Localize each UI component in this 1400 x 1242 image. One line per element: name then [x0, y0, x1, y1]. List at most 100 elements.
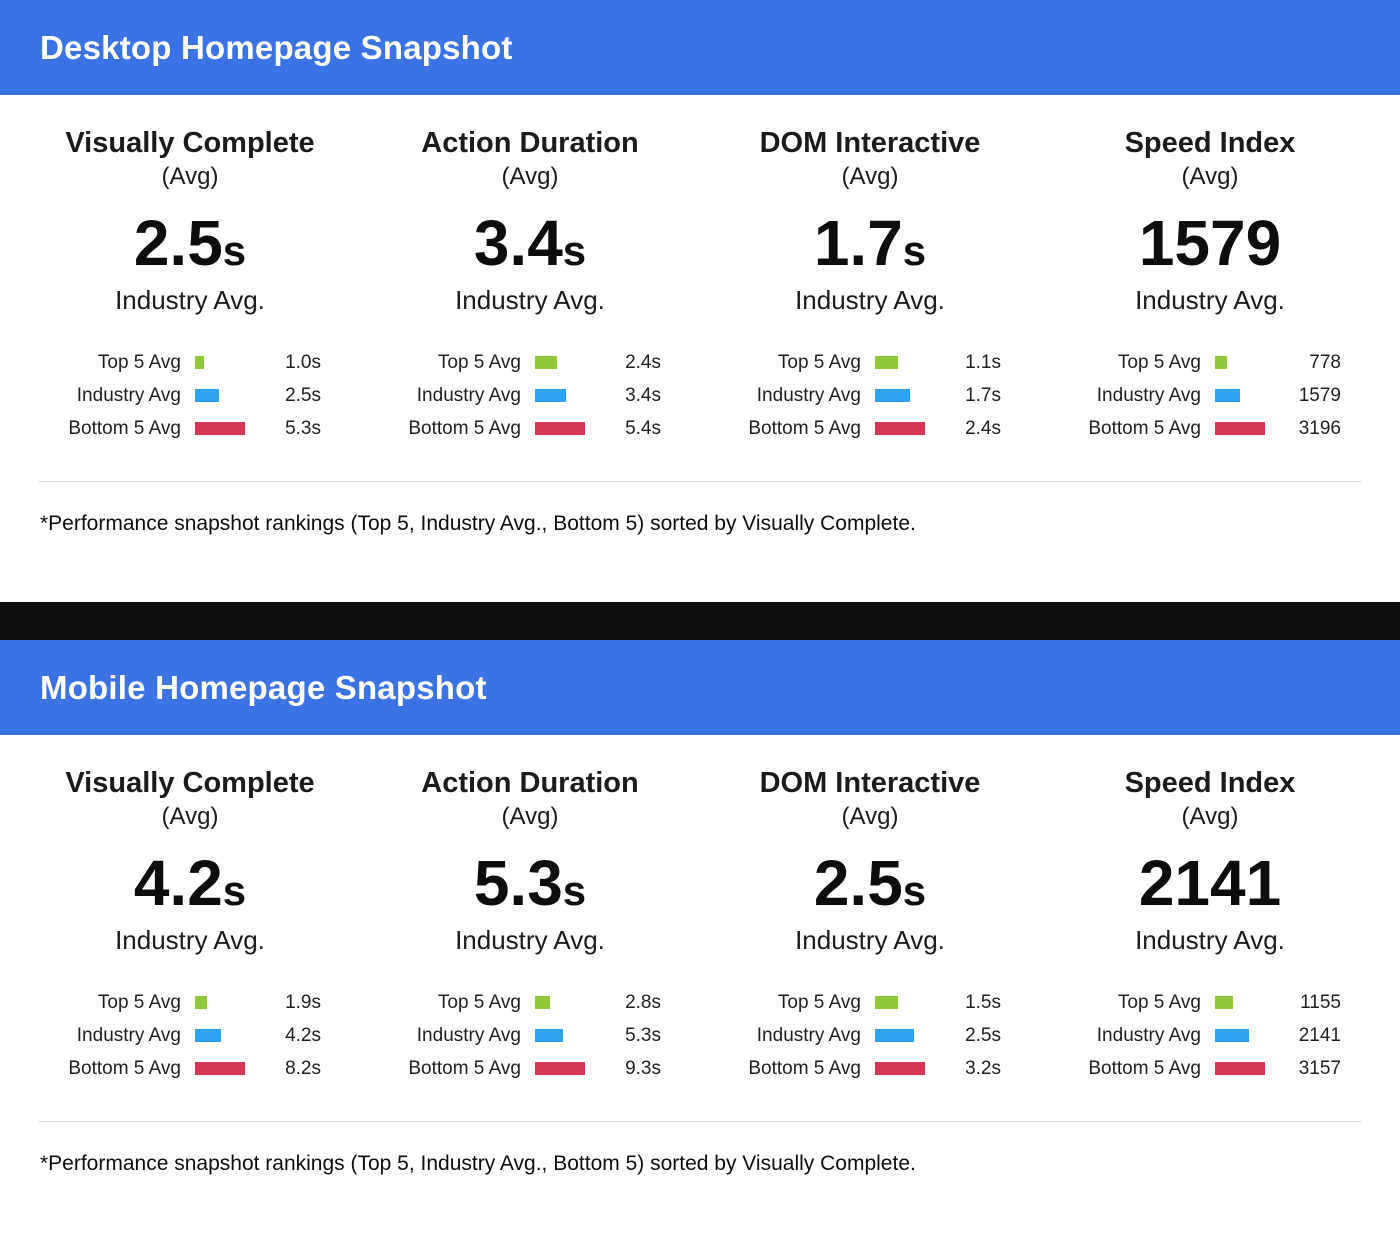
bottom5-bar: [875, 1062, 925, 1075]
metric-number: 2.5: [133, 207, 223, 279]
ranking-row-top5: Top 5 Avg 1.5s: [739, 986, 1001, 1019]
metric-action-duration: Action Duration (Avg) 3.4s Industry Avg.…: [360, 127, 700, 445]
metric-number: 3.4: [473, 207, 563, 279]
metric-speed-index: Speed Index (Avg) 2141 Industry Avg. Top…: [1040, 767, 1380, 1085]
mobile-section: Mobile Homepage Snapshot Visually Comple…: [0, 640, 1400, 1242]
industry-avg-bar: [875, 1029, 914, 1042]
row-label: Bottom 5 Avg: [748, 417, 861, 439]
row-label: Top 5 Avg: [437, 351, 521, 373]
top5-bar: [195, 996, 207, 1009]
metric-dom-interactive: DOM Interactive (Avg) 2.5s Industry Avg.…: [700, 767, 1040, 1085]
row-label: Top 5 Avg: [777, 991, 861, 1013]
bottom5-bar: [1215, 1062, 1265, 1075]
metric-speed-index: Speed Index (Avg) 1579 Industry Avg. Top…: [1040, 127, 1380, 445]
ranking-row-bottom5: Bottom 5 Avg 3196: [1079, 412, 1341, 445]
row-value: 8.2s: [285, 1057, 321, 1079]
mobile-section-header: Mobile Homepage Snapshot: [0, 640, 1400, 735]
row-value: 3157: [1298, 1057, 1341, 1079]
ranking-row-industry: Industry Avg 2141: [1079, 1019, 1341, 1052]
row-label: Bottom 5 Avg: [68, 417, 181, 439]
bar-track: [521, 1029, 599, 1042]
row-value: 1579: [1298, 384, 1341, 406]
metric-dom-interactive: DOM Interactive (Avg) 1.7s Industry Avg.…: [700, 127, 1040, 445]
row-value: 2.4s: [625, 351, 661, 373]
top5-bar: [875, 356, 898, 369]
bottom5-bar: [535, 1062, 585, 1075]
bar-track: [861, 422, 939, 435]
metric-title: Speed Index: [1124, 127, 1296, 159]
mobile-section-title: Mobile Homepage Snapshot: [40, 668, 487, 706]
ranking-row-bottom5: Bottom 5 Avg 2.4s: [739, 412, 1001, 445]
row-value: 2.5s: [285, 384, 321, 406]
row-label: Top 5 Avg: [97, 991, 181, 1013]
bar-track: [181, 422, 259, 435]
bottom5-bar: [535, 422, 585, 435]
bottom5-bar: [195, 1062, 245, 1075]
metric-number: 4.2: [133, 847, 223, 919]
metric-avg-label: (Avg): [501, 163, 559, 190]
industry-avg-caption: Industry Avg.: [1135, 285, 1285, 315]
metric-number: 5.3: [473, 847, 563, 919]
ranking-row-top5: Top 5 Avg 1155: [1079, 986, 1341, 1019]
industry-avg-bar: [875, 389, 910, 402]
metric-avg-label: (Avg): [841, 803, 899, 830]
row-value: 2.8s: [625, 991, 661, 1013]
ranking-row-top5: Top 5 Avg 1.0s: [59, 346, 321, 379]
industry-avg-bar: [1215, 389, 1240, 402]
ranking-row-industry: Industry Avg 1579: [1079, 379, 1341, 412]
ranking-row-industry: Industry Avg 5.3s: [399, 1019, 661, 1052]
desktop-footnote: *Performance snapshot rankings (Top 5, I…: [40, 512, 916, 535]
industry-avg-caption: Industry Avg.: [115, 285, 265, 315]
row-value: 3196: [1298, 417, 1341, 439]
industry-avg-caption: Industry Avg.: [795, 285, 945, 315]
ranking-row-bottom5: Bottom 5 Avg 9.3s: [399, 1052, 661, 1085]
metric-action-duration: Action Duration (Avg) 5.3s Industry Avg.…: [360, 767, 700, 1085]
row-value: 5.3s: [285, 417, 321, 439]
row-label: Industry Avg: [76, 384, 181, 406]
ranking-row-bottom5: Bottom 5 Avg 8.2s: [59, 1052, 321, 1085]
desktop-section-title: Desktop Homepage Snapshot: [40, 28, 513, 66]
metric-big-value: 1.7s: [708, 211, 1032, 275]
metric-title: Action Duration: [421, 127, 639, 159]
bar-track: [1201, 996, 1279, 1009]
row-value: 1155: [1300, 991, 1341, 1013]
ranking-row-bottom5: Bottom 5 Avg 5.4s: [399, 412, 661, 445]
row-value: 2.5s: [965, 1024, 1001, 1046]
row-value: 3.2s: [965, 1057, 1001, 1079]
top5-bar: [1215, 356, 1227, 369]
metric-big-value: 2141: [1048, 851, 1372, 915]
ranking-rows: Top 5 Avg 1.9s Industry Avg 4.2s Bottom …: [59, 986, 321, 1085]
bar-track: [861, 389, 939, 402]
row-label: Bottom 5 Avg: [408, 1057, 521, 1079]
bar-track: [861, 356, 939, 369]
row-label: Industry Avg: [76, 1024, 181, 1046]
industry-avg-bar: [535, 389, 566, 402]
row-value: 1.0s: [285, 351, 321, 373]
row-label: Industry Avg: [416, 1024, 521, 1046]
bar-track: [521, 356, 599, 369]
metric-title: Visually Complete: [65, 767, 315, 799]
metric-title: DOM Interactive: [759, 767, 981, 799]
industry-avg-caption: Industry Avg.: [455, 285, 605, 315]
bar-track: [181, 356, 259, 369]
metric-unit: s: [902, 227, 927, 274]
metric-title: Action Duration: [421, 767, 639, 799]
row-value: 1.1s: [965, 351, 1001, 373]
ranking-row-top5: Top 5 Avg 778: [1079, 346, 1341, 379]
section-divider: [0, 602, 1400, 640]
metric-big-value: 4.2s: [28, 851, 352, 915]
row-label: Top 5 Avg: [1117, 351, 1201, 373]
row-label: Industry Avg: [756, 384, 861, 406]
row-label: Bottom 5 Avg: [408, 417, 521, 439]
ranking-rows: Top 5 Avg 1155 Industry Avg 2141 Bottom …: [1079, 986, 1341, 1085]
metric-avg-label: (Avg): [1181, 803, 1239, 830]
row-label: Bottom 5 Avg: [68, 1057, 181, 1079]
bar-track: [181, 389, 259, 402]
bar-track: [1201, 1029, 1279, 1042]
row-label: Top 5 Avg: [777, 351, 861, 373]
metric-unit: s: [222, 227, 247, 274]
bar-track: [1201, 422, 1279, 435]
row-label: Bottom 5 Avg: [748, 1057, 861, 1079]
ranking-row-top5: Top 5 Avg 2.4s: [399, 346, 661, 379]
mobile-footnote: *Performance snapshot rankings (Top 5, I…: [40, 1152, 916, 1175]
